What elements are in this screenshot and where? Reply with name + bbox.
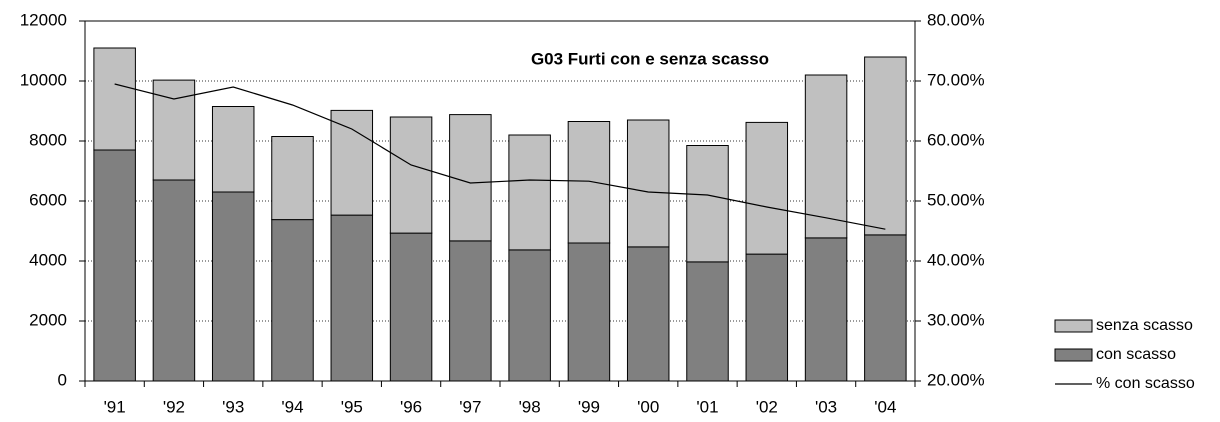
y-tick-label: 6000 (29, 190, 67, 209)
bar (626, 246, 670, 382)
y-tick-label: 10000 (20, 70, 67, 89)
y2-tick-label: 50.00% (927, 190, 985, 209)
bar (271, 136, 314, 221)
bar (449, 240, 492, 382)
legend-label: con scasso (1096, 346, 1176, 363)
bar (804, 74, 848, 239)
bar (271, 219, 314, 382)
bar (152, 179, 196, 382)
x-tick-label: '97 (459, 397, 481, 416)
y-tick-label: 4000 (29, 250, 67, 269)
x-tick-label: '01 (696, 397, 718, 416)
x-tick-label: '99 (578, 397, 600, 416)
bar (686, 145, 729, 263)
y2-tick-label: 30.00% (927, 310, 985, 329)
bar (508, 249, 551, 382)
y2-tick-label: 80.00% (927, 10, 985, 29)
y2-tick-label: 70.00% (927, 70, 985, 89)
bar (93, 149, 136, 382)
bar (330, 214, 374, 382)
bar (567, 121, 611, 244)
bar (626, 119, 670, 248)
bar (389, 116, 433, 234)
plot-frame (84, 20, 916, 382)
bar (745, 253, 789, 382)
bar (152, 79, 196, 181)
bar (508, 134, 551, 251)
y-tick-label: 2000 (29, 310, 67, 329)
bar (567, 242, 611, 382)
x-tick-label: '02 (756, 397, 778, 416)
x-tick-label: '98 (519, 397, 541, 416)
x-tick-label: '00 (637, 397, 659, 416)
bar (211, 106, 255, 193)
y2-tick-label: 60.00% (927, 130, 985, 149)
bar (93, 47, 136, 151)
bar (745, 121, 789, 255)
x-tick-label: '03 (815, 397, 837, 416)
bar (686, 261, 729, 382)
bar (330, 109, 374, 216)
line (114, 83, 886, 230)
bar (389, 232, 433, 382)
legend-swatch (1054, 348, 1093, 362)
y-tick-label: 12000 (20, 10, 67, 29)
y2-tick-label: 20.00% (927, 370, 985, 389)
x-tick-label: '91 (104, 397, 126, 416)
legend-swatch (1054, 319, 1093, 333)
x-tick-label: '04 (874, 397, 896, 416)
bar (864, 234, 907, 382)
bar (804, 237, 848, 382)
x-tick-label: '92 (163, 397, 185, 416)
x-tick-label: '95 (341, 397, 363, 416)
x-tick-label: '96 (400, 397, 422, 416)
bar (211, 191, 255, 382)
x-tick-label: '93 (222, 397, 244, 416)
y2-tick-label: 40.00% (927, 250, 985, 269)
y-tick-label: 8000 (29, 130, 67, 149)
y-tick-label: 0 (58, 370, 67, 389)
legend-label: % con scasso (1096, 375, 1195, 392)
x-tick-label: '94 (281, 397, 303, 416)
chart-title: G03 Furti con e senza scasso (531, 49, 769, 68)
legend-label: senza scasso (1096, 317, 1193, 334)
bar (449, 114, 492, 242)
bar (864, 56, 907, 236)
